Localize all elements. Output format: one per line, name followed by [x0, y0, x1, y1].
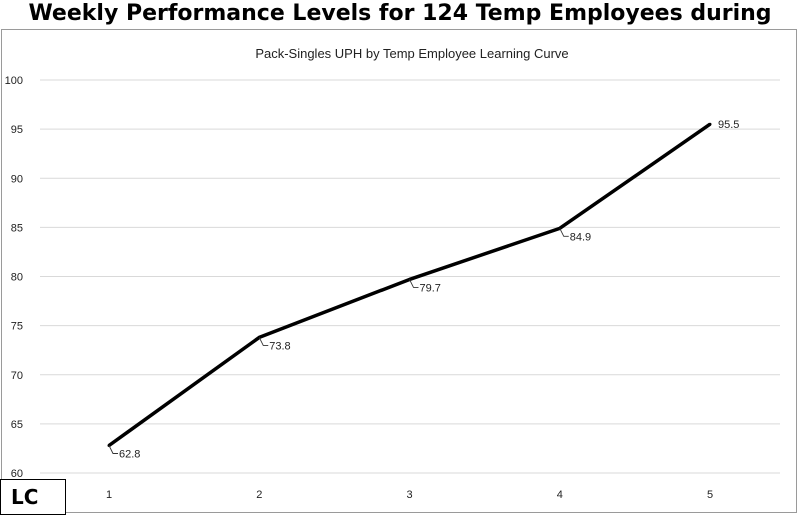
- series-line: [107, 122, 711, 447]
- y-axis-ticks: 60 65 70 75 80 85 90 95 100: [5, 75, 23, 480]
- y-tick-label: 65: [11, 419, 23, 431]
- x-tick-label: 2: [256, 489, 262, 501]
- data-label: 62.8: [119, 448, 140, 460]
- x-tick-label: 5: [707, 489, 713, 501]
- data-labels: 62.8 73.8 79.7 84.9 95.5: [108, 119, 739, 460]
- y-tick-label: 95: [11, 124, 23, 136]
- data-label-leader: [108, 445, 118, 454]
- x-tick-label: 4: [557, 489, 563, 501]
- series: [107, 122, 712, 447]
- y-tick-label: 85: [11, 222, 23, 234]
- gridlines: [40, 79, 780, 474]
- x-axis-ticks: 1 2 3 4 5: [106, 489, 713, 501]
- data-point: [708, 122, 712, 126]
- y-tick-label: 80: [11, 272, 23, 284]
- y-tick-label: 100: [5, 75, 23, 87]
- data-label: 95.5: [718, 119, 739, 131]
- x-tick-label: 3: [406, 489, 412, 501]
- y-tick-label: 75: [11, 321, 23, 333]
- y-tick-label: 90: [11, 173, 23, 185]
- data-label: 84.9: [570, 231, 591, 243]
- y-tick-label: 60: [11, 468, 23, 480]
- x-tick-label: 1: [106, 489, 112, 501]
- data-label-leader: [559, 228, 569, 237]
- chart-title: Pack-Singles UPH by Temp Employee Learni…: [255, 46, 568, 61]
- lc-badge: LC: [0, 479, 66, 515]
- data-label-leader: [258, 337, 269, 346]
- data-label: 79.7: [420, 282, 441, 294]
- data-label-leader: [409, 279, 419, 288]
- chart-frame: [1, 29, 797, 513]
- y-tick-label: 70: [11, 370, 23, 382]
- data-label: 73.8: [269, 340, 290, 352]
